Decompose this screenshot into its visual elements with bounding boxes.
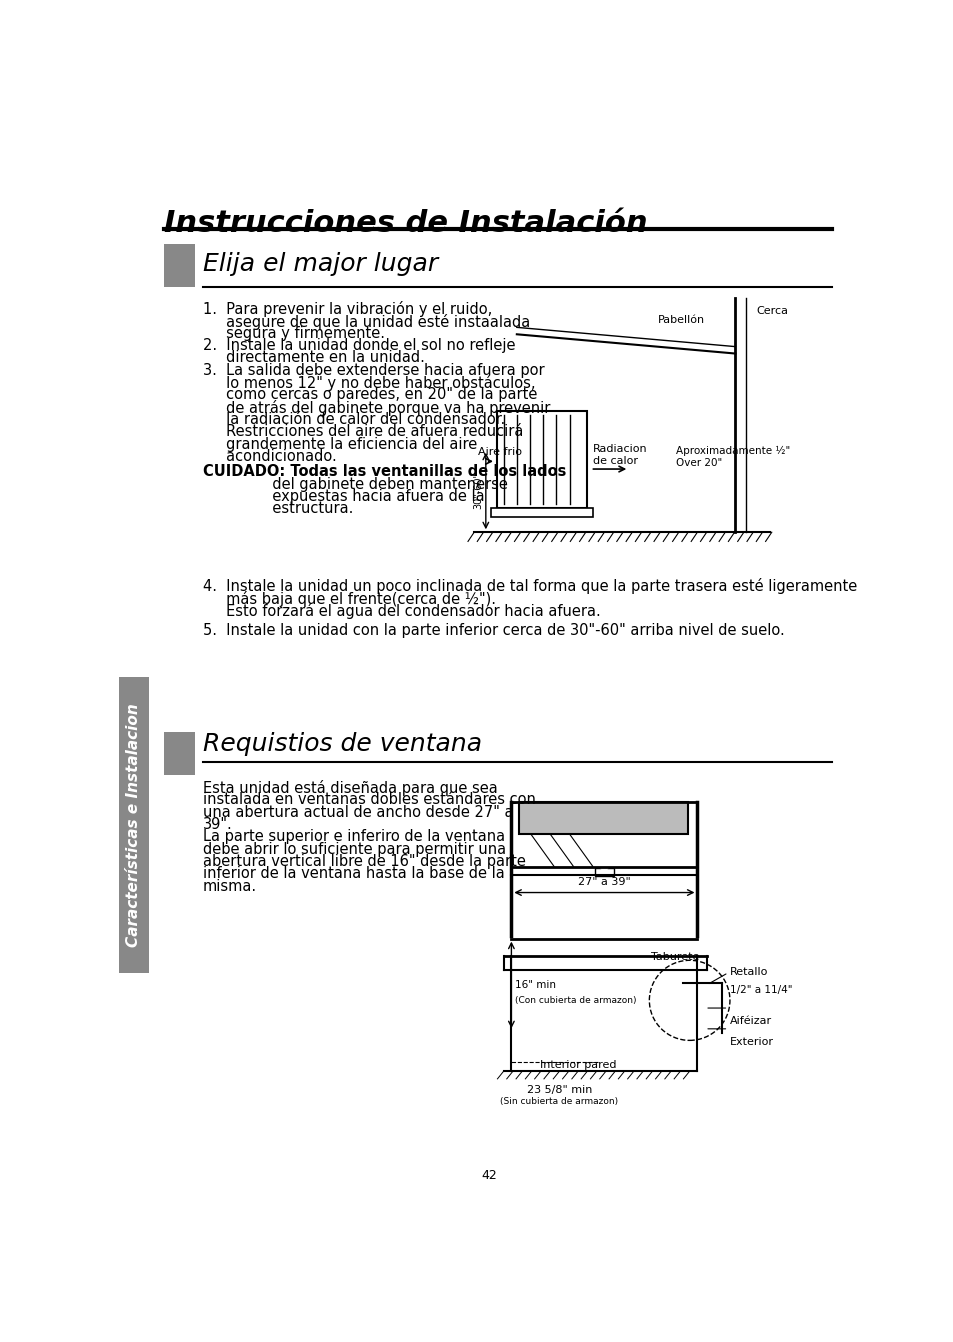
Text: Aire frio: Aire frio	[477, 447, 521, 458]
Text: Instrucciones de Instalación: Instrucciones de Instalación	[164, 209, 647, 238]
Text: Requistios de ventana: Requistios de ventana	[203, 733, 481, 757]
Bar	[164, 733, 195, 774]
Text: inferior de la ventana hasta la base de la: inferior de la ventana hasta la base de …	[203, 867, 504, 882]
Text: 42: 42	[480, 1169, 497, 1182]
Bar	[595, 868, 613, 875]
Text: Over 20": Over 20"	[675, 458, 721, 468]
Text: instalada en ventanas dobles estándares con: instalada en ventanas dobles estándares …	[203, 792, 536, 808]
Text: CUIDADO: Todas las ventanillas de los lados: CUIDADO: Todas las ventanillas de los la…	[203, 464, 566, 479]
Text: del gabinete deben mantenerse: del gabinete deben mantenerse	[203, 476, 507, 491]
Text: expuestas hacia afuera de la: expuestas hacia afuera de la	[203, 488, 484, 505]
Text: estructura.: estructura.	[203, 502, 353, 517]
Text: (Sin cubierta de armazon): (Sin cubierta de armazon)	[500, 1098, 618, 1106]
Text: Aproximadamente ½": Aproximadamente ½"	[675, 446, 789, 456]
Text: Taburete: Taburete	[650, 951, 699, 962]
Text: 30"-60": 30"-60"	[473, 472, 483, 510]
Text: Radiacion
de calor: Radiacion de calor	[592, 444, 647, 466]
Text: Esto forzará el agua del condensador hacia afuera.: Esto forzará el agua del condensador hac…	[203, 603, 600, 619]
Text: Esta unidad está diseñada para que sea: Esta unidad está diseñada para que sea	[203, 780, 497, 796]
Text: 16" min: 16" min	[515, 980, 556, 990]
Text: debe abrir lo suficiente para permitir una: debe abrir lo suficiente para permitir u…	[203, 841, 505, 856]
Text: lo menos 12" y no debe haber obstáculos,: lo menos 12" y no debe haber obstáculos,	[203, 376, 535, 391]
Text: 5.  Instale la unidad con la parte inferior cerca de 30"-60" arriba nivel de sue: 5. Instale la unidad con la parte inferi…	[203, 623, 784, 637]
Text: Exterior: Exterior	[729, 1036, 773, 1047]
Text: 3.  La salida debe extenderse hacia afuera por: 3. La salida debe extenderse hacia afuer…	[203, 362, 544, 378]
Text: 39".: 39".	[203, 817, 233, 832]
Circle shape	[477, 1165, 499, 1186]
Text: más baja que el frente(cerca de ½").: más baja que el frente(cerca de ½").	[203, 590, 496, 607]
Text: asegure de que la unidad esté instaalada: asegure de que la unidad esté instaalada	[203, 314, 530, 330]
Bar	[119, 676, 149, 973]
Text: (Con cubierta de armazon): (Con cubierta de armazon)	[515, 996, 636, 1005]
Text: abertura vertical libre de 16" desde la parte: abertura vertical libre de 16" desde la …	[203, 854, 525, 870]
Text: Elija el major lugar: Elija el major lugar	[203, 252, 437, 276]
Text: 4.  Instale la unidad un poco inclinada de tal forma que la parte trasera esté l: 4. Instale la unidad un poco inclinada d…	[203, 578, 857, 595]
Text: grandemente la eficiencia del aire: grandemente la eficiencia del aire	[203, 436, 476, 452]
Text: 1/2" a 11/4": 1/2" a 11/4"	[729, 985, 792, 994]
Text: una abertura actual de ancho desde 27" a: una abertura actual de ancho desde 27" a	[203, 805, 513, 820]
Bar	[164, 244, 195, 287]
Text: Restricciones del aire de afuera reducirá: Restricciones del aire de afuera reducir…	[203, 424, 523, 439]
Bar	[497, 411, 586, 507]
Text: La parte superior e inferiro de la ventana: La parte superior e inferiro de la venta…	[203, 829, 504, 844]
Circle shape	[599, 863, 608, 870]
Text: como cercas o paredes, en 20" de la parte: como cercas o paredes, en 20" de la part…	[203, 388, 537, 403]
Bar	[518, 801, 687, 833]
Text: misma.: misma.	[203, 879, 256, 894]
Text: Cerca: Cerca	[756, 306, 787, 315]
Text: 27" a 39": 27" a 39"	[578, 878, 630, 887]
Text: Interior pared: Interior pared	[539, 1060, 616, 1070]
Bar	[491, 507, 592, 517]
Text: 2.  Instale la unidad donde el sol no refleje: 2. Instale la unidad donde el sol no ref…	[203, 338, 515, 353]
Text: Características e Instalacion: Características e Instalacion	[127, 703, 141, 947]
Text: 23 5/8" min: 23 5/8" min	[526, 1086, 592, 1095]
Text: Pabellón: Pabellón	[658, 315, 704, 325]
Text: de atrás del gabinete porque va ha prevenir: de atrás del gabinete porque va ha preve…	[203, 400, 550, 416]
Text: directamente en la unidad.: directamente en la unidad.	[203, 350, 424, 365]
Text: 1.  Para prevenir la vibración y el ruido,: 1. Para prevenir la vibración y el ruido…	[203, 301, 492, 317]
Text: la radiación de calor del condensador.: la radiación de calor del condensador.	[203, 412, 505, 427]
Text: Aiféizar: Aiféizar	[729, 1016, 771, 1025]
Text: Retallo: Retallo	[729, 968, 767, 977]
Text: acondicionado.: acondicionado.	[203, 450, 336, 464]
Text: segura y firmemente.: segura y firmemente.	[203, 326, 385, 341]
